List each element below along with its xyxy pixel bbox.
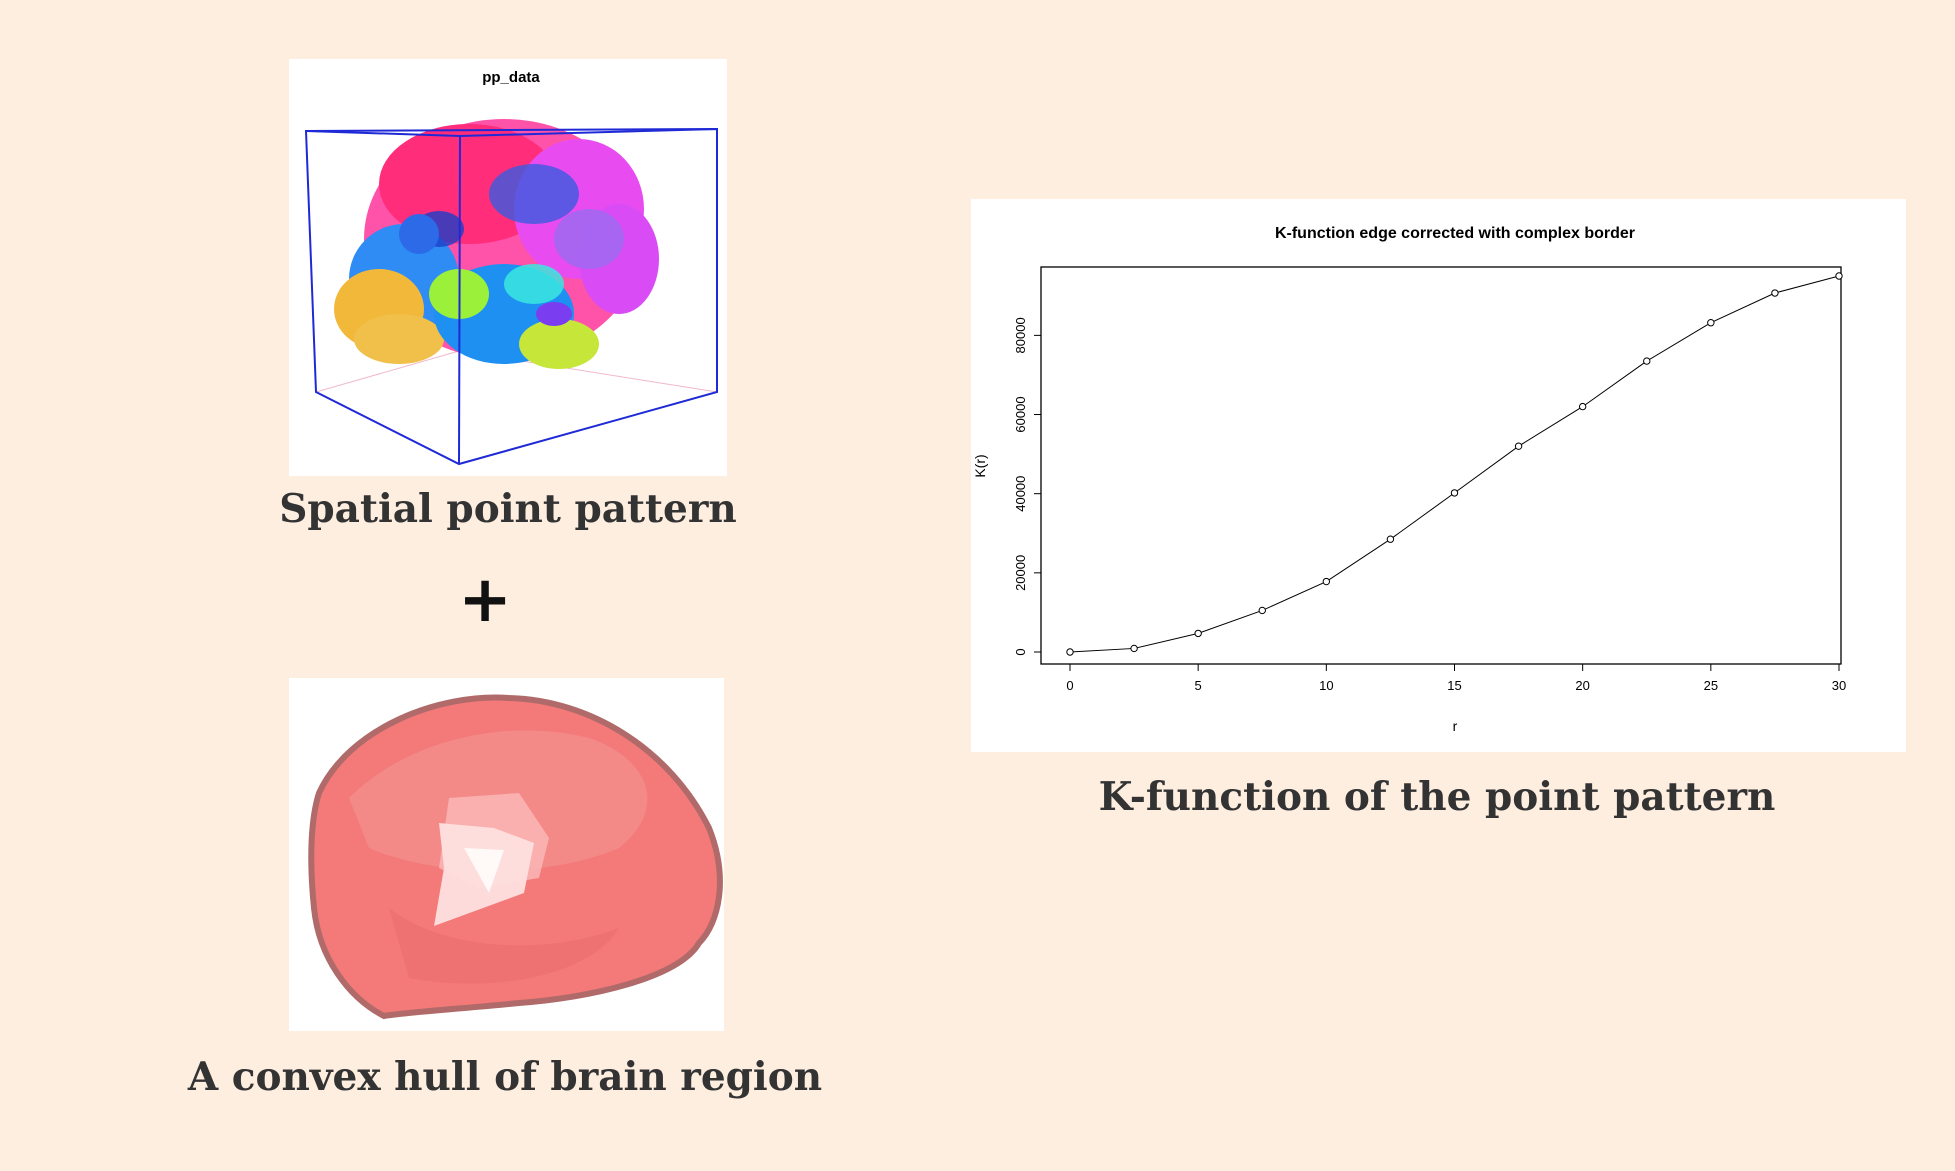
- data-point: [1514, 442, 1523, 450]
- series-k: [1066, 272, 1843, 656]
- convex-hull-render: [308, 694, 723, 1020]
- kfunction-chart: K-function edge corrected with complex b…: [972, 225, 1846, 734]
- bounding-box: [304, 127, 718, 466]
- y-tick-label: 80000: [1013, 317, 1028, 353]
- point-pattern-plot: pp_data: [304, 69, 718, 466]
- kfunction-caption: K-function of the point pattern: [1098, 774, 1776, 820]
- x-tick-label: 10: [1319, 678, 1333, 693]
- y-tick-label: 0: [1013, 648, 1028, 655]
- data-point: [1258, 606, 1266, 615]
- x-axis-label: r: [1453, 718, 1458, 734]
- series-line: [1069, 275, 1840, 653]
- x-tick-label: 0: [1066, 678, 1073, 693]
- data-point: [1707, 319, 1715, 327]
- data-point: [1194, 629, 1202, 638]
- data-point: [1322, 577, 1331, 586]
- data-point: [1835, 272, 1843, 280]
- chart-title: K-function edge corrected with complex b…: [1275, 225, 1635, 242]
- y-tick-label: 40000: [1013, 476, 1028, 512]
- point-pattern-caption: Spatial point pattern: [279, 486, 737, 532]
- data-point: [1450, 489, 1459, 497]
- point-pattern-panel: pp_data: [289, 59, 727, 476]
- axes: 0 5 10 15 20 25 30 0 20000 40000 60000 80000: [1013, 317, 1846, 693]
- data-point: [1066, 648, 1074, 656]
- data-point: [1386, 535, 1395, 543]
- plus-sign: +: [458, 563, 512, 637]
- data-point: [1578, 402, 1587, 411]
- y-axis-label: K(r): [972, 454, 988, 477]
- box-floor-line: [315, 350, 460, 393]
- brain-point-cloud: [334, 119, 659, 369]
- point-pattern-title: pp_data: [482, 69, 540, 86]
- hull-highlight: [464, 848, 504, 893]
- data-point: [1130, 644, 1138, 653]
- x-tick-label: 20: [1575, 678, 1589, 693]
- convex-hull-caption: A convex hull of brain region: [187, 1054, 823, 1100]
- x-tick-label: 5: [1195, 678, 1202, 693]
- x-tick-label: 15: [1447, 678, 1461, 693]
- x-tick-label: 30: [1832, 678, 1846, 693]
- hull-facet: [389, 908, 619, 984]
- convex-hull-panel: [289, 678, 724, 1031]
- x-tick-label: 25: [1704, 678, 1718, 693]
- data-point: [1771, 289, 1779, 297]
- y-tick-label: 20000: [1013, 555, 1028, 591]
- plot-frame: [1040, 266, 1842, 665]
- kfunction-chart-panel: K-function edge corrected with complex b…: [971, 199, 1906, 752]
- data-point: [1643, 357, 1651, 365]
- y-tick-label: 60000: [1013, 396, 1028, 432]
